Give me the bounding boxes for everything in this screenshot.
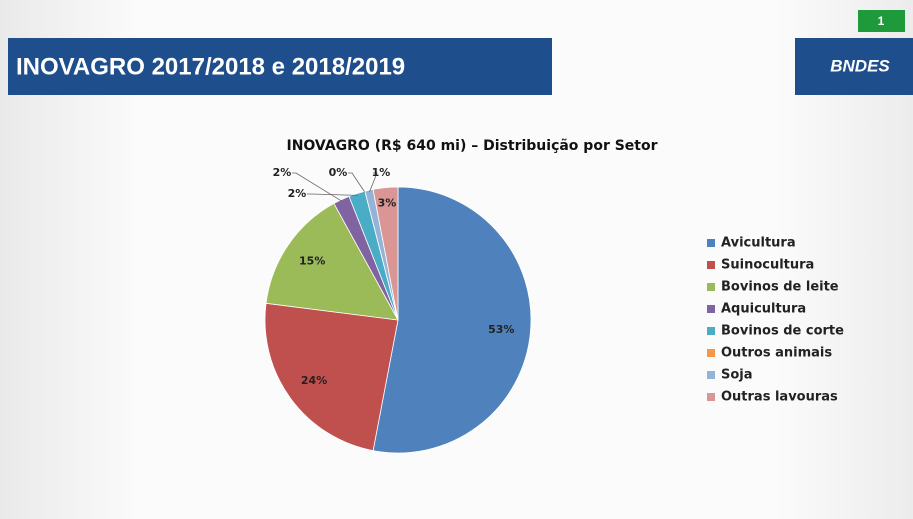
data-label: 24% [301, 374, 327, 387]
slide-title: INOVAGRO 2017/2018 e 2018/2019 [16, 53, 405, 80]
legend-label: Bovinos de corte [721, 324, 844, 339]
legend-swatch [707, 349, 715, 357]
legend-label: Bovinos de leite [721, 280, 839, 295]
page-number: 1 [878, 14, 885, 28]
title-bar [8, 38, 552, 95]
logo-box [795, 38, 913, 95]
pie-slice [372, 186, 532, 454]
data-label: 2% [273, 166, 292, 179]
data-label: 15% [299, 255, 325, 268]
leader-line [348, 172, 366, 194]
page-number-box [858, 10, 905, 32]
legend-label: Aquicultura [721, 302, 806, 317]
legend-label: Outras lavouras [721, 390, 838, 405]
legend-swatch [707, 327, 715, 335]
leader-line [369, 172, 378, 193]
legend-swatch [707, 371, 715, 379]
leader-line [307, 193, 358, 196]
leader-line [292, 172, 343, 202]
logo: BNDES [830, 56, 890, 75]
legend-swatch [707, 239, 715, 247]
data-label: 2% [288, 187, 307, 200]
legend-swatch [707, 283, 715, 291]
pie-slice [372, 186, 399, 321]
legend-swatch [707, 305, 715, 313]
legend-label: Suinocultura [721, 258, 814, 273]
data-label: 53% [488, 323, 514, 336]
pie-slice [265, 202, 399, 321]
legend-swatch [707, 261, 715, 269]
legend-label: Avicultura [721, 236, 796, 251]
data-label: 1% [372, 166, 391, 179]
data-label: 3% [378, 196, 397, 209]
legend-label: Soja [721, 368, 753, 383]
legend-swatch [707, 393, 715, 401]
chart-title: INOVAGRO (R$ 640 mi) – Distribuição por … [286, 138, 657, 154]
legend-label: Outros animais [721, 346, 832, 361]
pie-slice [264, 302, 399, 452]
data-label: 0% [329, 166, 348, 179]
